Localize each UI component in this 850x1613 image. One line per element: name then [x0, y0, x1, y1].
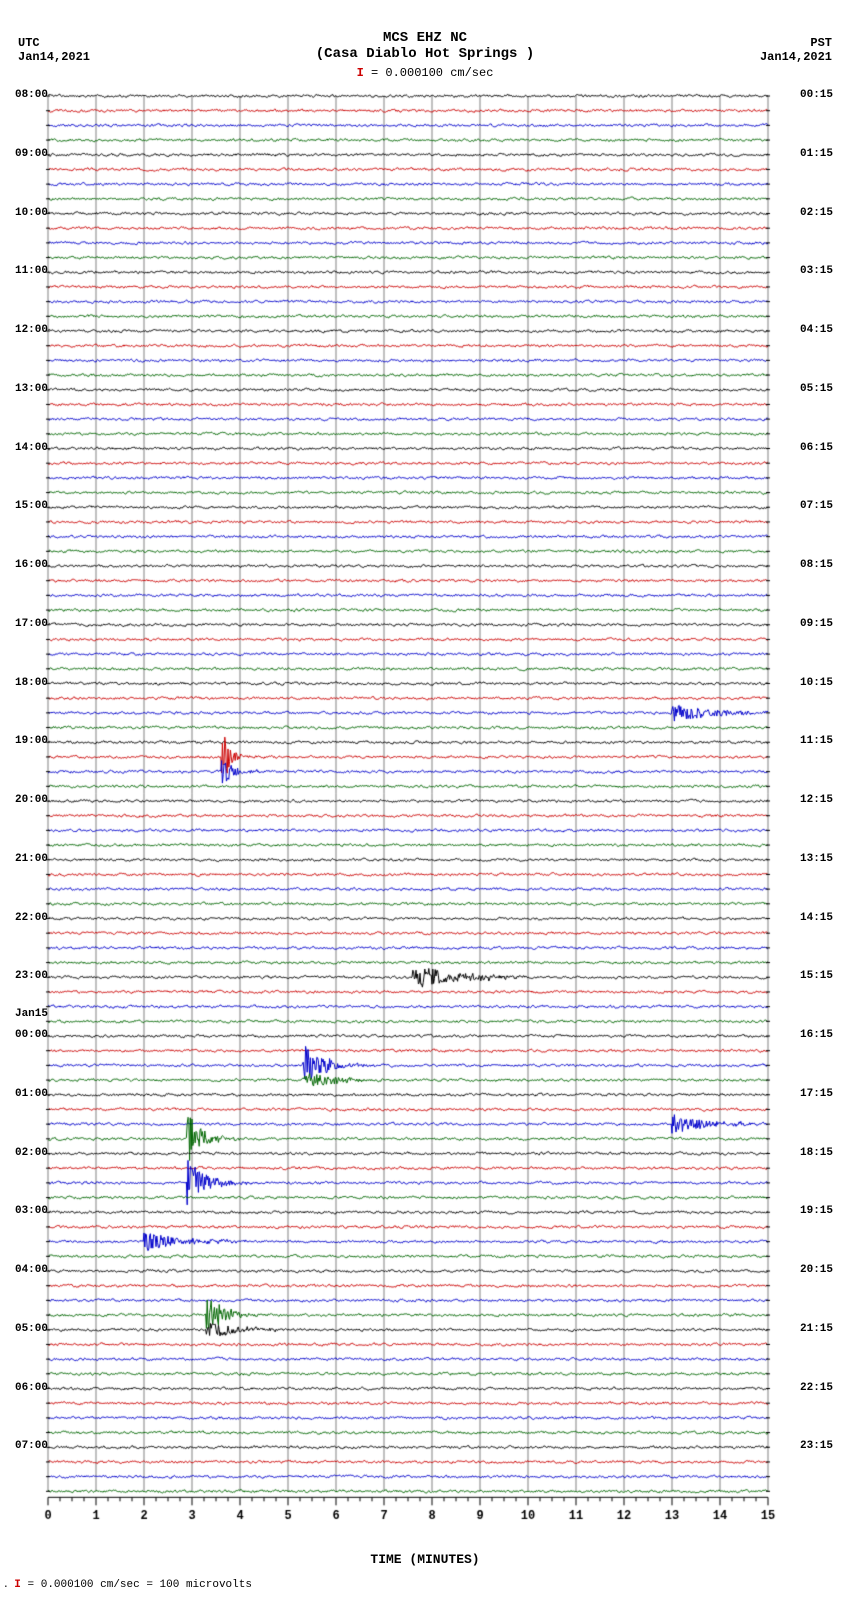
left-time-label: 19:00	[2, 736, 48, 747]
left-time-label: 04:00	[2, 1265, 48, 1276]
left-time-label: 08:00	[2, 90, 48, 101]
left-time-label: 17:00	[2, 619, 48, 630]
left-time-label: 21:00	[2, 854, 48, 865]
right-time-label: 13:15	[800, 854, 846, 865]
left-time-label: 23:00	[2, 971, 48, 982]
right-time-label: 23:15	[800, 1441, 846, 1452]
tz-left-label: UTC	[18, 36, 40, 50]
left-time-label: 20:00	[2, 795, 48, 806]
footer-bar-icon: I	[14, 1579, 21, 1591]
right-time-label: 07:15	[800, 501, 846, 512]
footer-tick-icon: ․	[4, 1579, 8, 1591]
chart-title-2: (Casa Diablo Hot Springs )	[0, 46, 850, 62]
right-time-label: 10:15	[800, 678, 846, 689]
right-time-label: 16:15	[800, 1030, 846, 1041]
scale-bar-icon: I	[357, 66, 364, 80]
chart-header: UTC Jan14,2021 PST Jan14,2021 MCS EHZ NC…	[0, 0, 850, 90]
right-time-label: 21:15	[800, 1324, 846, 1335]
seismogram-canvas	[0, 90, 850, 1550]
chart-title-1: MCS EHZ NC	[0, 30, 850, 46]
right-time-label: 19:15	[800, 1206, 846, 1217]
right-time-label: 09:15	[800, 619, 846, 630]
left-time-label: 02:00	[2, 1148, 48, 1159]
left-time-labels: 08:00 09:00 10:00 11:00 12:00 13:00 14:00 15:00…	[2, 90, 48, 1550]
tz-right-date: Jan14,2021	[760, 50, 832, 64]
tz-left-block: UTC Jan14,2021	[18, 36, 90, 65]
right-time-label: 06:15	[800, 443, 846, 454]
tz-left-date: Jan14,2021	[18, 50, 90, 64]
left-time-label: 00:00	[2, 1030, 48, 1041]
left-time-label: 13:00	[2, 384, 48, 395]
scale-value: = 0.000100 cm/sec	[371, 66, 493, 80]
right-time-labels: 00:15 01:15 02:15 03:15 04:15 05:15 06:15 07:15…	[800, 90, 848, 1550]
left-time-label: 09:00	[2, 149, 48, 160]
right-time-label: 18:15	[800, 1148, 846, 1159]
plot-area: 08:00 09:00 10:00 11:00 12:00 13:00 14:00 15:00…	[0, 90, 850, 1550]
left-time-label: 05:00	[2, 1324, 48, 1335]
footer-scale: ․ I = 0.000100 cm/sec = 100 microvolts	[0, 1567, 850, 1611]
tz-right-label: PST	[810, 36, 832, 50]
left-time-label: Jan15	[2, 1009, 48, 1020]
left-time-label: 16:00	[2, 560, 48, 571]
left-time-label: 15:00	[2, 501, 48, 512]
left-time-label: 10:00	[2, 208, 48, 219]
right-time-label: 03:15	[800, 266, 846, 277]
right-time-label: 22:15	[800, 1383, 846, 1394]
x-axis-label: TIME (MINUTES)	[0, 1552, 850, 1567]
scale-text: I = 0.000100 cm/sec	[0, 66, 850, 80]
right-time-label: 00:15	[800, 90, 846, 101]
right-time-label: 12:15	[800, 795, 846, 806]
tz-right-block: PST Jan14,2021	[760, 36, 832, 65]
right-time-label: 02:15	[800, 208, 846, 219]
left-time-label: 07:00	[2, 1441, 48, 1452]
left-time-label: 06:00	[2, 1383, 48, 1394]
left-time-label: 22:00	[2, 913, 48, 924]
left-time-label: 11:00	[2, 266, 48, 277]
footer-text: = 0.000100 cm/sec = 100 microvolts	[28, 1579, 252, 1591]
left-time-label: 01:00	[2, 1089, 48, 1100]
right-time-label: 20:15	[800, 1265, 846, 1276]
right-time-label: 08:15	[800, 560, 846, 571]
right-time-label: 15:15	[800, 971, 846, 982]
left-time-label: 18:00	[2, 678, 48, 689]
right-time-label: 11:15	[800, 736, 846, 747]
right-time-label: 01:15	[800, 149, 846, 160]
right-time-label: 17:15	[800, 1089, 846, 1100]
right-time-label: 14:15	[800, 913, 846, 924]
left-time-label: 14:00	[2, 443, 48, 454]
right-time-label: 05:15	[800, 384, 846, 395]
right-time-label: 04:15	[800, 325, 846, 336]
left-time-label: 12:00	[2, 325, 48, 336]
left-time-label: 03:00	[2, 1206, 48, 1217]
